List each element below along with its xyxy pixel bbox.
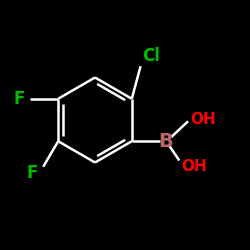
Text: F: F bbox=[13, 90, 24, 108]
Text: F: F bbox=[27, 164, 38, 182]
Text: OH: OH bbox=[181, 159, 207, 174]
Text: OH: OH bbox=[190, 112, 216, 127]
Text: B: B bbox=[158, 132, 173, 151]
Text: Cl: Cl bbox=[142, 47, 160, 65]
